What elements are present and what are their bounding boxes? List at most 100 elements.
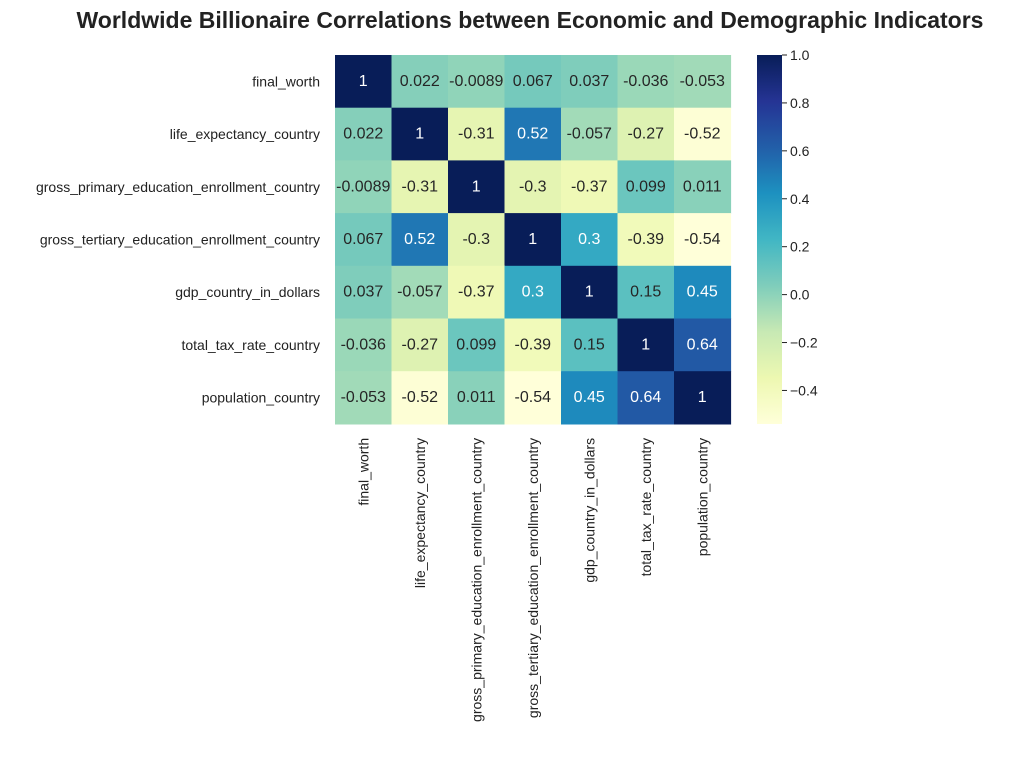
colorbar-tick-label: 0.0 [790,287,810,303]
heatmap-cell [504,213,562,267]
x-tick-label: total_tax_rate_country [638,438,654,577]
x-tick-label: final_worth [355,438,371,506]
cell-value-label: 0.45 [574,389,605,406]
heatmap-cell [335,55,393,109]
cell-value-label: -0.057 [397,284,442,301]
cell-value-label: -0.27 [628,126,665,143]
cell-value-label: 0.011 [683,178,722,195]
cell-value-label: 0.011 [457,389,496,406]
heatmap-cell [674,160,732,214]
heatmap-cell [448,265,506,320]
colorbar-tick-label: 0.6 [790,143,810,159]
x-tick-label: life_expectancy_country [412,438,428,588]
cell-value-label: 0.52 [404,231,435,248]
y-tick-label: gross_primary_education_enrollment_count… [36,179,320,195]
heatmap-cell [335,318,393,372]
cell-value-label: 1 [585,284,594,301]
heatmap-cell [561,371,619,425]
heatmap-cell [504,160,562,214]
heatmap-cell [674,213,732,267]
heatmap-cell [617,318,675,372]
heatmap-cell [391,55,449,109]
heatmap-cell [674,318,732,372]
cell-value-label: -0.036 [341,336,386,353]
heatmap-cell [448,107,506,161]
y-tick-label: life_expectancy_country [170,126,320,142]
heatmap-cell [617,213,675,267]
x-tick-label: gross_tertiary_education_enrollment_coun… [525,438,541,718]
cell-value-label: 0.15 [574,336,605,353]
cell-value-label: 0.037 [343,284,383,301]
cell-value-label: -0.31 [458,126,495,143]
cell-value-label: 0.3 [578,231,600,248]
cell-value-label: 1 [415,126,424,143]
heatmap-cell [561,318,619,372]
heatmap-cell [504,55,562,109]
cell-value-label: -0.37 [458,284,495,301]
heatmap-cell [561,213,619,267]
cell-value-label: -0.39 [515,336,552,353]
cell-value-label: -0.37 [571,178,608,195]
heatmap-cell [448,371,506,425]
cell-value-label: -0.52 [402,389,439,406]
heatmap-cell [391,160,449,214]
colorbar-tick-label: 1.0 [790,47,810,63]
cell-value-label: -0.053 [680,73,725,90]
cell-value-label: 1 [698,389,707,406]
cell-value-label: -0.057 [567,126,612,143]
cell-value-label: -0.39 [628,231,665,248]
cell-value-label: -0.3 [462,231,490,248]
heatmap-cell [448,318,506,372]
heatmap-cell [504,265,562,320]
heatmap-cell [391,318,449,372]
heatmap-cell [335,265,393,320]
heatmap-cell [504,107,562,161]
heatmap-cell-labels: 1 0.022 -0.0089 0.067 0.037 -0.036 -0.053 0.022… [336,73,725,406]
heatmap-cell [391,107,449,161]
cell-value-label: 0.45 [687,284,718,301]
heatmap-cell [617,265,675,320]
cell-value-label: -0.0089 [336,178,390,195]
x-tick-label: gdp_country_in_dollars [581,438,597,583]
heatmap-cell [674,371,732,425]
cell-value-label: 0.15 [630,284,661,301]
heatmap-cell [335,107,393,161]
heatmap-cell [391,371,449,425]
heatmap-cell [448,160,506,214]
heatmap-cell [391,265,449,320]
cell-value-label: 0.52 [517,126,548,143]
cell-value-label: -0.52 [684,126,721,143]
heatmap-cell [504,371,562,425]
y-axis-tick-labels: final_worth life_expectancy_country gross_… [36,73,320,405]
cell-value-label: 0.067 [343,231,383,248]
heatmap-cell [448,55,506,109]
cell-value-label: 0.64 [630,389,661,406]
cell-value-label: -0.053 [341,389,386,406]
heatmap-cell [617,55,675,109]
cell-value-label: -0.31 [402,178,439,195]
x-tick-label: gross_primary_education_enrollment_count… [468,438,484,722]
heatmap-cell [674,107,732,161]
cell-value-label: 1 [641,336,650,353]
cell-value-label: 0.022 [400,73,440,90]
cell-value-label: -0.54 [515,389,552,406]
cell-value-label: 0.099 [626,178,666,195]
y-tick-label: total_tax_rate_country [181,337,320,353]
colorbar-tick-label: −0.2 [790,335,818,351]
cell-value-label: 0.037 [569,73,609,90]
cell-value-label: -0.3 [519,178,547,195]
heatmap-cell [617,371,675,425]
heatmap-cell [674,55,732,109]
chart-title: Worldwide Billionaire Correlations betwe… [77,7,984,33]
heatmap-cells [335,55,732,425]
heatmap-cell [504,318,562,372]
x-tick-label: population_country [694,438,710,556]
x-axis-tick-labels: final_worth life_expectancy_country gross_… [355,438,710,722]
y-tick-label: gross_tertiary_education_enrollment_coun… [40,231,320,247]
heatmap-cell [335,160,393,214]
heatmap-cell [561,265,619,320]
colorbar: −0.4 −0.2 0.0 0.2 0.4 0.6 0.8 1.0 [757,47,818,424]
cell-value-label: 0.3 [522,284,544,301]
colorbar-tick-label: 0.4 [790,191,810,207]
